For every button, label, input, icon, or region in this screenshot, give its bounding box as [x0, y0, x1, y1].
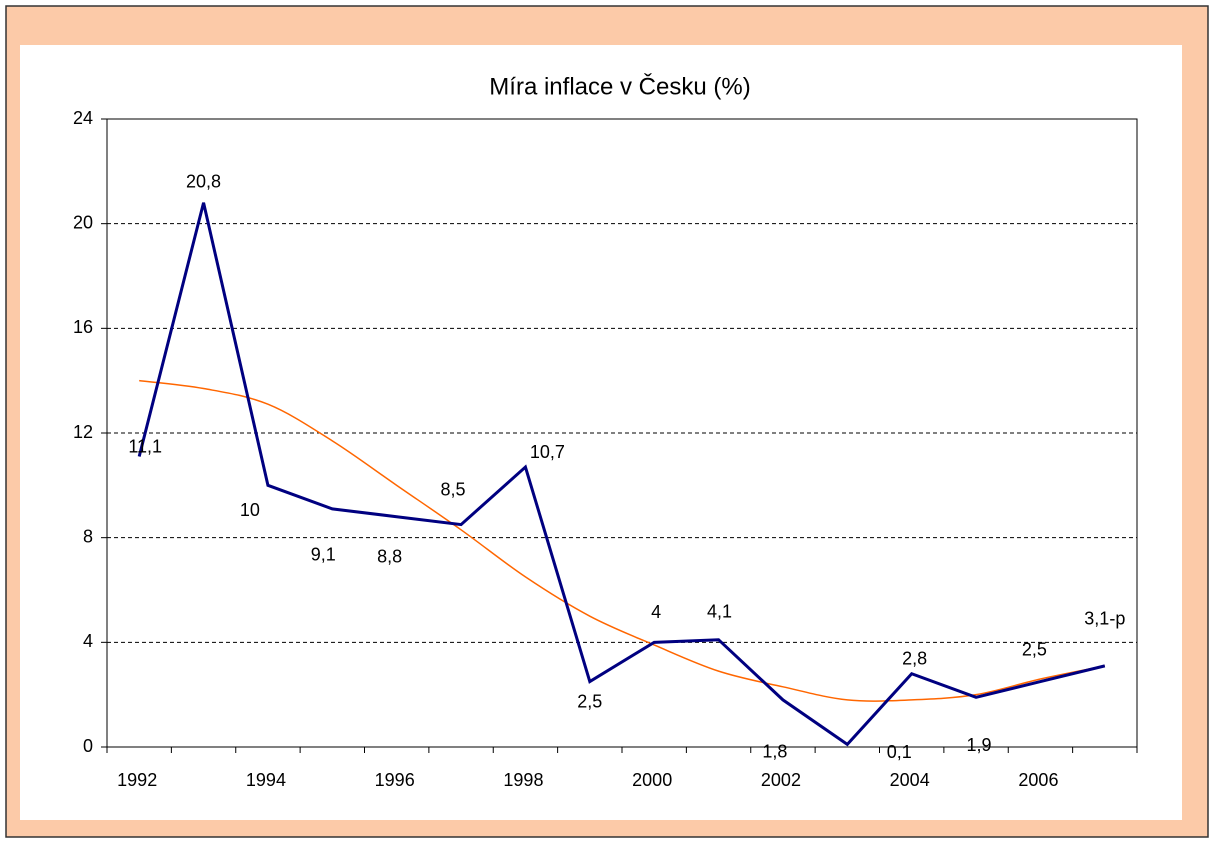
y-tick-label: 8 [83, 526, 93, 546]
data-label: 2,5 [577, 691, 602, 711]
y-tick-label: 20 [73, 212, 93, 232]
data-label: 1,8 [762, 742, 787, 762]
data-label: 0,1 [887, 742, 912, 762]
data-label: 2,8 [902, 648, 927, 668]
y-tick-label: 4 [83, 631, 93, 651]
data-label: 9,1 [311, 545, 336, 565]
data-label: 10,7 [530, 442, 565, 462]
data-label: 10 [240, 500, 260, 520]
series-line [137, 202, 1106, 747]
y-tick-label: 24 [73, 108, 93, 128]
data-label: 11,1 [128, 436, 162, 456]
chart-title: Míra inflace v Česku (%) [489, 72, 750, 100]
data-label: 3,1-p [1084, 609, 1125, 629]
data-label: 8,8 [377, 546, 402, 566]
x-tick-label: 1992 [117, 770, 157, 790]
data-label: 4,1 [707, 601, 732, 621]
data-label: 8,5 [441, 479, 466, 499]
x-tick-label: 1996 [375, 770, 415, 790]
y-tick-label: 12 [73, 422, 93, 442]
x-tick-label: 2002 [761, 770, 801, 790]
x-tick-label: 2004 [890, 770, 930, 790]
y-tick-label: 0 [83, 736, 93, 756]
data-label: 1,9 [967, 735, 992, 755]
x-tick-label: 2000 [632, 770, 672, 790]
trend-line [139, 379, 1105, 702]
x-tick-label: 1998 [503, 770, 543, 790]
data-label: 20,8 [186, 171, 221, 191]
y-tick-label: 16 [73, 317, 93, 337]
x-tick-label: 2006 [1018, 770, 1058, 790]
x-tick-label: 1994 [246, 770, 286, 790]
data-label: 4 [651, 602, 661, 622]
data-label: 2,5 [1022, 639, 1047, 659]
